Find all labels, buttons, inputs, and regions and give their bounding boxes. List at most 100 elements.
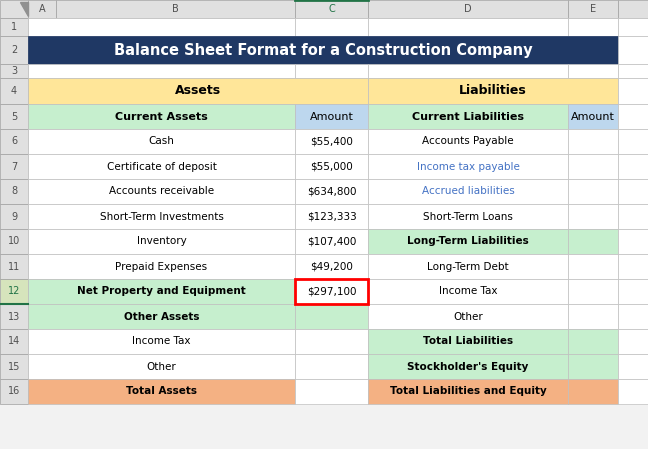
Bar	[295, 354, 368, 379]
Bar	[368, 104, 568, 129]
Text: 12: 12	[8, 286, 20, 296]
Bar	[368, 329, 568, 354]
Bar	[568, 304, 618, 329]
Bar	[0, 36, 28, 64]
Text: $123,333: $123,333	[307, 211, 356, 221]
Bar	[295, 304, 368, 329]
Bar	[295, 204, 368, 229]
Text: Total Liabilities and Equity: Total Liabilities and Equity	[389, 387, 546, 396]
Bar	[568, 0, 618, 18]
Bar	[28, 304, 295, 329]
Bar	[0, 129, 28, 154]
Text: 9: 9	[11, 211, 17, 221]
Bar	[568, 64, 618, 78]
Bar	[28, 379, 295, 404]
Text: $55,400: $55,400	[310, 136, 353, 146]
Bar	[568, 329, 618, 354]
Text: Total Liabilities: Total Liabilities	[423, 336, 513, 347]
Text: Liabilities: Liabilities	[459, 84, 527, 97]
Text: 13: 13	[8, 312, 20, 321]
Text: 3: 3	[11, 66, 17, 76]
Bar	[618, 129, 648, 154]
Text: Prepaid Expenses: Prepaid Expenses	[115, 261, 207, 272]
Text: Income Tax: Income Tax	[439, 286, 497, 296]
Text: Net Property and Equipment: Net Property and Equipment	[77, 286, 246, 296]
Bar	[28, 279, 295, 304]
Bar	[295, 179, 368, 204]
Bar	[295, 18, 368, 36]
Bar	[0, 104, 28, 129]
Text: 16: 16	[8, 387, 20, 396]
Bar	[368, 204, 568, 229]
Text: 2: 2	[11, 45, 17, 55]
Bar	[568, 154, 618, 179]
Text: 7: 7	[11, 162, 17, 172]
Text: C: C	[328, 4, 335, 14]
Text: Assets: Assets	[175, 84, 221, 97]
Bar	[368, 64, 568, 78]
Text: Amount: Amount	[571, 111, 615, 122]
Text: 6: 6	[11, 136, 17, 146]
Text: $634,800: $634,800	[307, 186, 356, 197]
Text: Income Tax: Income Tax	[132, 336, 191, 347]
Text: Total Assets: Total Assets	[126, 387, 197, 396]
Bar	[618, 279, 648, 304]
Text: Amount: Amount	[310, 111, 353, 122]
Text: 8: 8	[11, 186, 17, 197]
Polygon shape	[20, 2, 28, 16]
Bar	[618, 64, 648, 78]
Bar	[568, 379, 618, 404]
Bar	[368, 0, 568, 18]
Text: E: E	[590, 4, 596, 14]
Text: Accounts Payable: Accounts Payable	[422, 136, 514, 146]
Text: Accounts receivable: Accounts receivable	[109, 186, 214, 197]
Bar	[568, 254, 618, 279]
Text: 1: 1	[11, 22, 17, 32]
Bar	[618, 304, 648, 329]
Text: Accrued liabilities: Accrued liabilities	[422, 186, 515, 197]
Text: Other Assets: Other Assets	[124, 312, 199, 321]
Bar	[295, 229, 368, 254]
Bar	[618, 254, 648, 279]
Text: Current Assets: Current Assets	[115, 111, 208, 122]
Bar	[368, 154, 568, 179]
Bar	[0, 304, 28, 329]
Bar	[568, 279, 618, 304]
Bar	[28, 154, 295, 179]
Bar	[0, 78, 28, 104]
Bar	[618, 379, 648, 404]
Bar	[618, 18, 648, 36]
Text: Income tax payable: Income tax payable	[417, 162, 520, 172]
Bar	[56, 0, 295, 18]
Text: Short-Term Investments: Short-Term Investments	[100, 211, 224, 221]
Bar	[0, 354, 28, 379]
Bar	[568, 229, 618, 254]
Bar	[618, 354, 648, 379]
Bar	[368, 129, 568, 154]
Bar	[28, 129, 295, 154]
Bar	[295, 329, 368, 354]
Bar	[368, 179, 568, 204]
Bar	[0, 279, 28, 304]
Text: 11: 11	[8, 261, 20, 272]
Bar	[618, 329, 648, 354]
Text: Cash: Cash	[148, 136, 174, 146]
Bar	[368, 379, 568, 404]
Text: D: D	[464, 4, 472, 14]
Bar	[0, 18, 28, 36]
Bar	[568, 129, 618, 154]
Text: Certificate of deposit: Certificate of deposit	[106, 162, 216, 172]
Bar	[0, 379, 28, 404]
Bar	[295, 64, 368, 78]
Bar	[0, 254, 28, 279]
Bar	[28, 354, 295, 379]
Text: Stockholder's Equity: Stockholder's Equity	[408, 361, 529, 371]
Bar	[28, 0, 56, 18]
Bar	[295, 104, 368, 129]
Bar	[295, 154, 368, 179]
Text: 10: 10	[8, 237, 20, 247]
Text: $297,100: $297,100	[307, 286, 356, 296]
Bar	[28, 204, 295, 229]
Bar	[618, 154, 648, 179]
Bar	[295, 279, 368, 304]
